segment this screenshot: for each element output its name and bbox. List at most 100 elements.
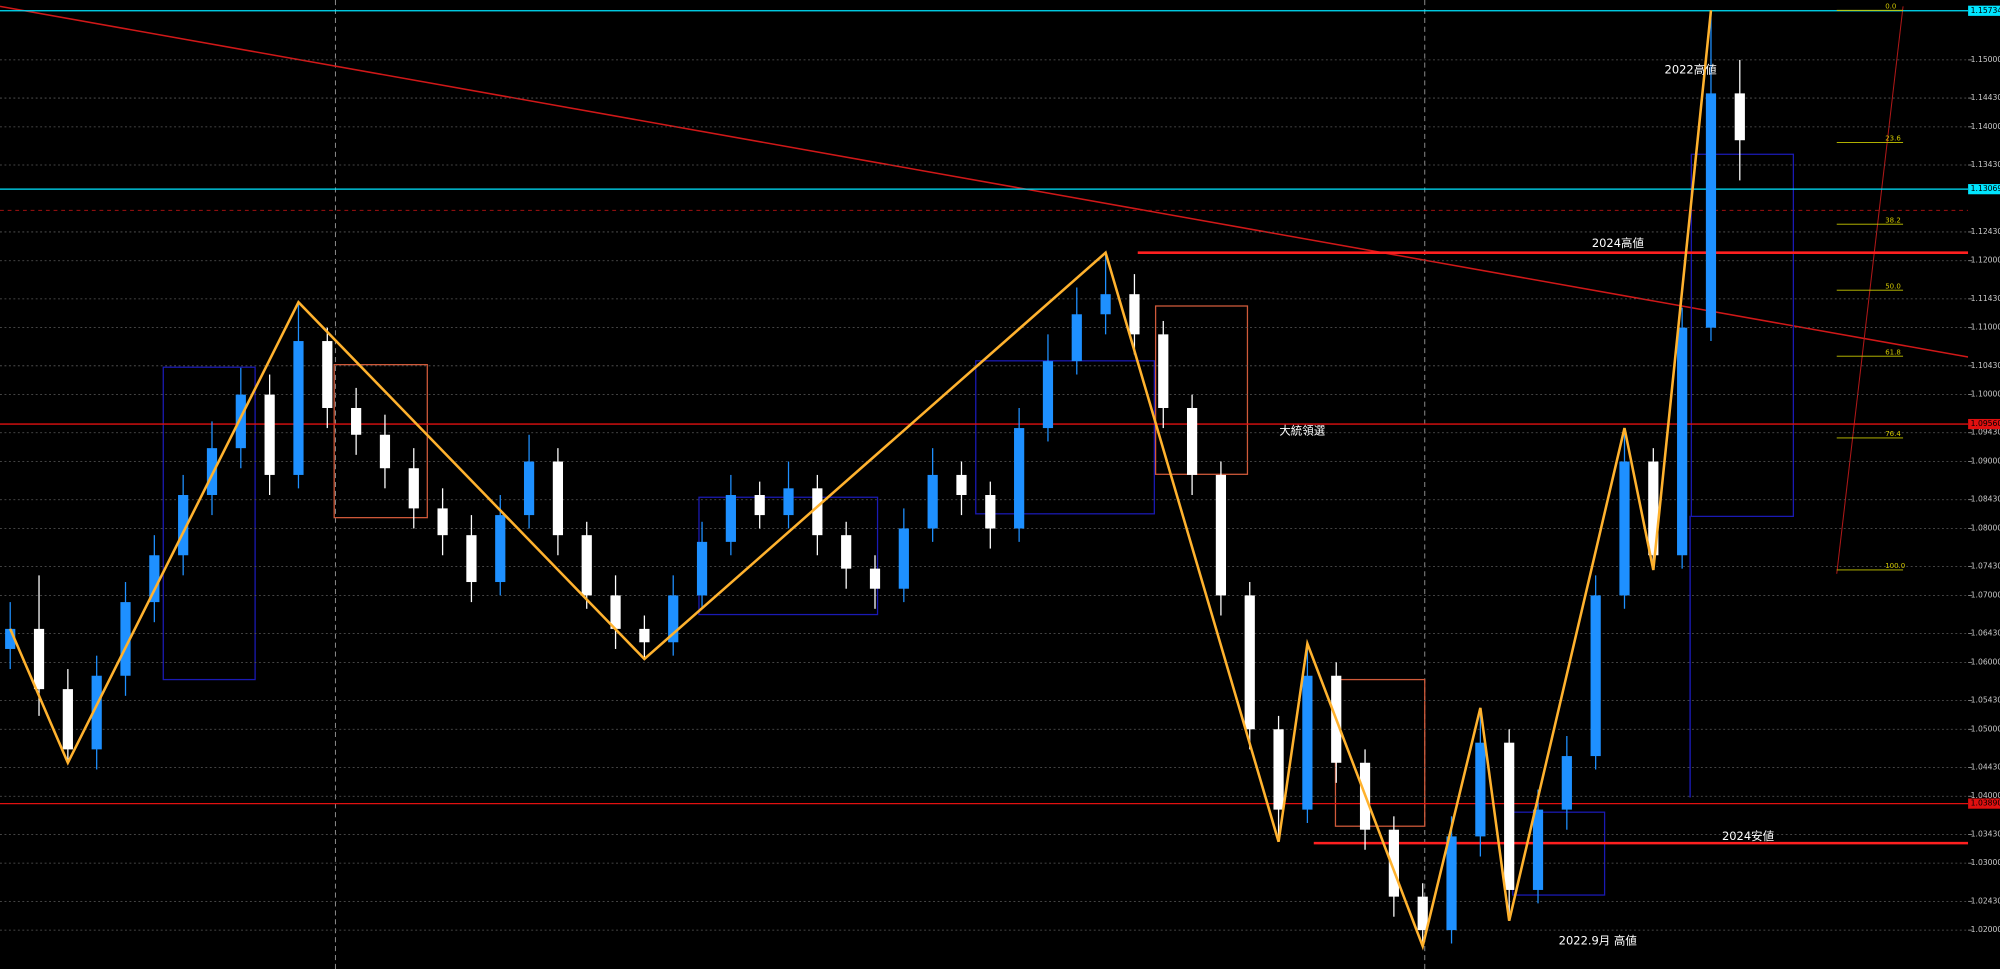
fib-label: 38.2 — [1885, 215, 1901, 224]
price-tag — [1968, 184, 2000, 195]
candle-body — [149, 555, 160, 603]
fib-label: 50.0 — [1885, 281, 1901, 290]
y-tick-label: 1.09000 — [1971, 457, 2000, 466]
candle-body — [495, 515, 506, 583]
candle-body — [696, 541, 708, 596]
candle-body — [1504, 742, 1515, 890]
candle-body — [1273, 729, 1284, 810]
price-axis — [1968, 0, 2000, 969]
price-tag-label: 1.09560 — [1971, 419, 2000, 428]
candle-body — [466, 535, 477, 583]
y-tick-label: 1.12000 — [1971, 256, 2000, 265]
y-tick-label: 1.14430 — [1971, 93, 2000, 102]
fib-label: 76.4 — [1885, 429, 1901, 438]
price-tag-label: 1.03890 — [1971, 799, 2000, 808]
candle-body — [264, 394, 275, 475]
candle-body — [1446, 836, 1457, 931]
y-tick-label: 1.07430 — [1971, 562, 2000, 571]
zigzag-line — [9, 10, 1713, 951]
y-tick-label: 1.02430 — [1971, 896, 2000, 905]
y-tick-label: 1.10000 — [1971, 390, 2000, 399]
candle-body — [120, 602, 131, 676]
candle-body — [235, 394, 246, 449]
y-tick-label: 1.05430 — [1971, 696, 2000, 705]
range-box — [333, 364, 428, 519]
candle-body — [379, 434, 391, 469]
price-tag-label: 1.15734 — [1971, 6, 2000, 15]
y-tick-label: 1.04000 — [1971, 791, 2000, 800]
fib-label: 0.0 — [1885, 2, 1896, 11]
price-tag — [1968, 5, 2000, 16]
candle-body — [1244, 595, 1255, 730]
price-tag-label: 1.13069 — [1971, 184, 2000, 193]
candle-body — [581, 535, 592, 596]
y-tick-label: 1.06000 — [1971, 657, 2000, 666]
candle-body — [1705, 93, 1717, 328]
y-tick-label: 1.05000 — [1971, 724, 2000, 733]
y-tick-label: 1.08430 — [1971, 495, 2000, 504]
y-tick-label: 1.14000 — [1971, 122, 2000, 131]
fib-label: 61.8 — [1885, 347, 1901, 356]
candle-body — [437, 508, 448, 536]
y-tick-label: 1.09430 — [1971, 428, 2000, 437]
candle-body — [351, 407, 362, 435]
candle-body — [841, 535, 852, 569]
y-tick-label: 1.08000 — [1971, 523, 2000, 532]
candle-body — [985, 495, 996, 529]
candle-body — [610, 595, 621, 629]
candle-body — [1417, 896, 1428, 931]
candle-body — [783, 488, 794, 516]
candle-body — [1158, 334, 1169, 408]
candle-body — [1475, 742, 1486, 837]
candle-body — [1619, 461, 1630, 596]
candle-body — [869, 568, 881, 589]
candle-body — [322, 341, 333, 408]
candle-body — [1186, 407, 1198, 475]
y-tick-label: 1.04430 — [1971, 762, 2000, 771]
range-box — [975, 360, 1155, 515]
candle-body — [898, 528, 909, 589]
candle-body — [91, 675, 102, 750]
candle-body — [1532, 809, 1544, 890]
annotation: 2022.9月 高値 — [1559, 933, 1638, 947]
fib-label: 23.6 — [1885, 134, 1901, 143]
candle-body — [1734, 93, 1745, 141]
y-tick-label: 1.03000 — [1971, 858, 2000, 867]
candle-body — [1215, 474, 1227, 596]
range-box — [162, 366, 256, 681]
y-tick-label: 1.11000 — [1971, 323, 2000, 332]
y-tick-label: 1.07000 — [1971, 590, 2000, 599]
candle-body — [668, 595, 679, 643]
annotation: 大統領選 — [1279, 423, 1325, 437]
y-tick-label: 1.15000 — [1971, 55, 2000, 64]
price-tag — [1968, 418, 2000, 430]
candle-body — [1590, 595, 1601, 757]
candle-body — [1014, 428, 1025, 529]
price-tag — [1968, 798, 2000, 809]
candle-body — [754, 495, 765, 516]
candle-body — [725, 495, 736, 542]
annotation: 2024安値 — [1722, 829, 1775, 843]
candle-body — [812, 488, 823, 536]
y-tick-label: 1.13430 — [1971, 160, 2000, 169]
y-tick-label: 1.12430 — [1971, 227, 2000, 236]
y-tick-label: 1.10430 — [1971, 361, 2000, 370]
candle-body — [927, 474, 938, 529]
candle-body — [1302, 675, 1313, 810]
y-tick-label: 1.11430 — [1971, 294, 2000, 303]
candle-body — [62, 689, 73, 750]
range-box — [1154, 305, 1249, 475]
fib-label: 100.0 — [1885, 561, 1905, 570]
candle-body — [408, 468, 419, 509]
candle-body — [1100, 294, 1111, 315]
y-tick-label: 1.03430 — [1971, 829, 2000, 838]
candle-body — [639, 628, 650, 643]
candle-body — [1561, 756, 1572, 810]
candle-body — [1388, 829, 1399, 897]
y-tick-label: 1.06430 — [1971, 629, 2000, 638]
candle-body — [5, 628, 16, 649]
candle-body — [1071, 314, 1082, 362]
candle-body — [1648, 461, 1659, 556]
